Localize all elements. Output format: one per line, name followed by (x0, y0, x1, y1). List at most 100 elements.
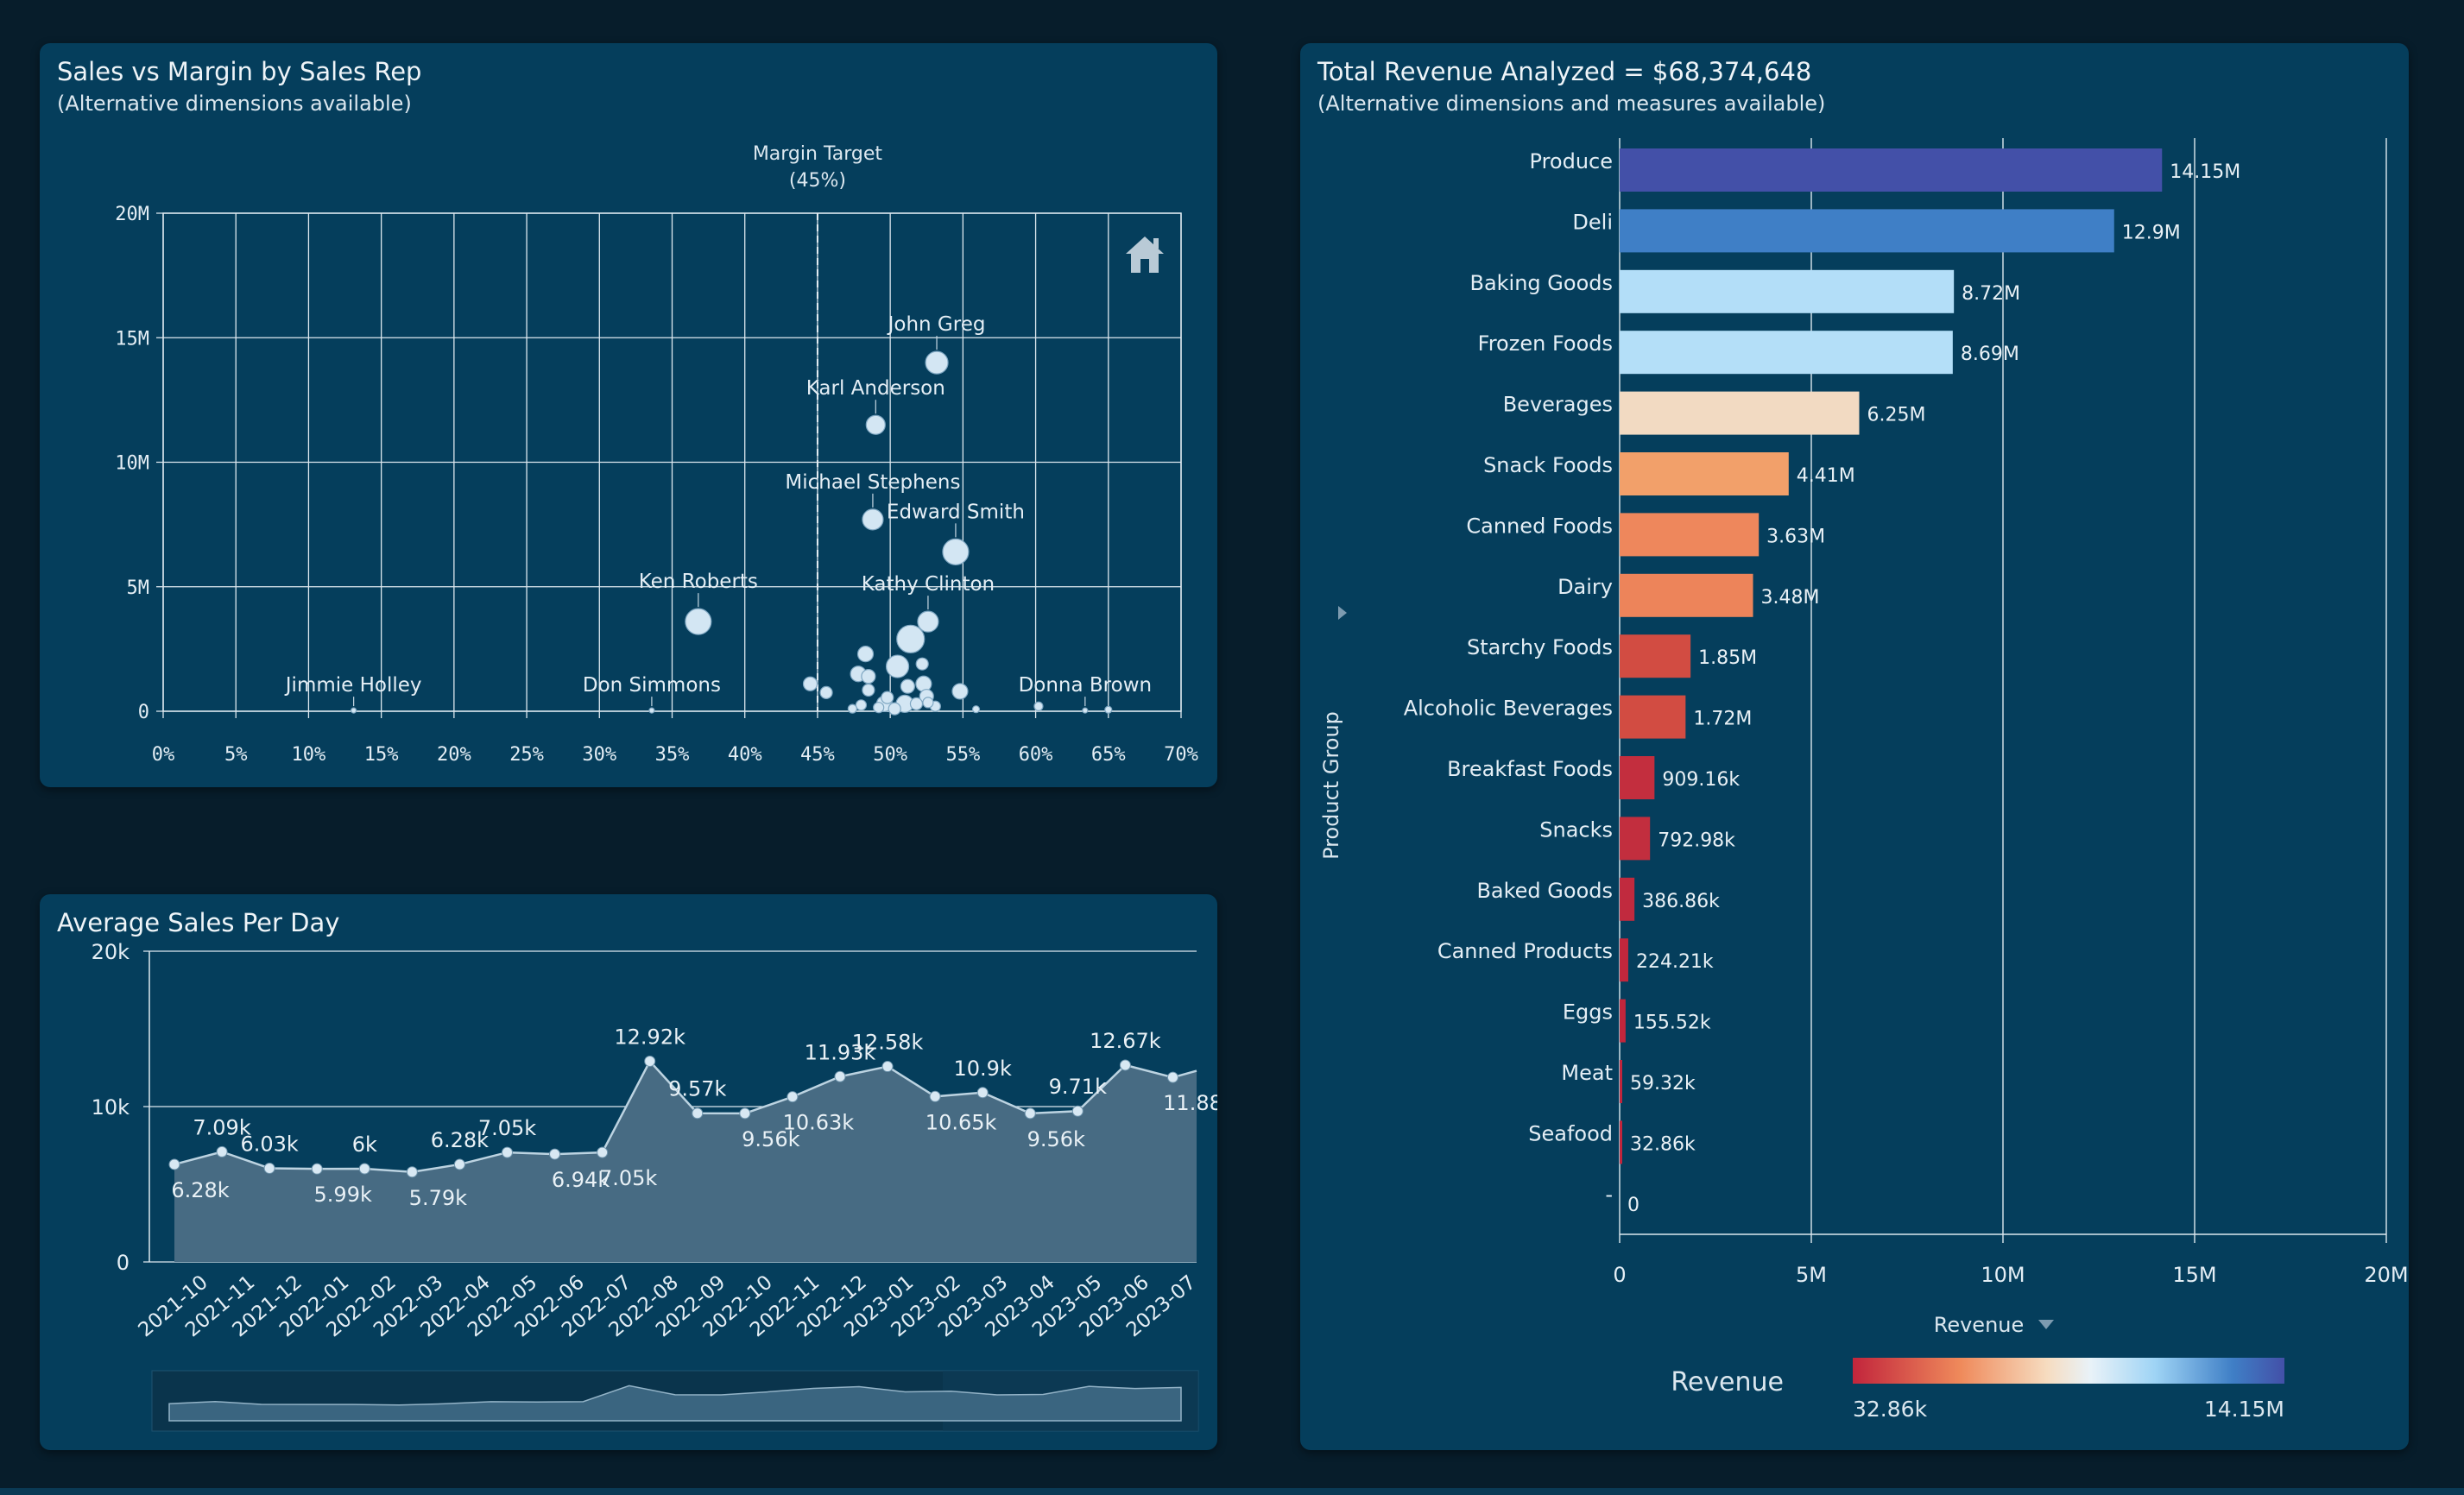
sales-vs-margin-panel: Sales vs Margin by Sales Rep (Alternativ… (40, 43, 1217, 787)
scatter-point[interactable] (862, 508, 884, 531)
bar-x-tick: 20M (2364, 1263, 2408, 1287)
bar[interactable] (1620, 877, 1635, 921)
scatter-point[interactable] (900, 678, 915, 694)
bar[interactable] (1620, 938, 1628, 982)
legend-title: Revenue (1671, 1367, 1784, 1397)
x-axis-dropdown-icon[interactable] (2038, 1320, 2054, 1329)
scatter-point[interactable] (861, 669, 876, 684)
bar[interactable] (1620, 573, 1753, 617)
scatter-point[interactable] (881, 691, 894, 704)
bar[interactable] (1620, 209, 2114, 253)
scatter-point[interactable] (915, 657, 929, 671)
scatter-point[interactable] (925, 350, 949, 375)
scatter-point[interactable] (855, 699, 868, 711)
scatter-x-tick: 0% (152, 744, 175, 766)
bar-chart[interactable]: 0 5M 10M 15M 20M Produce 14.15M Deli 12.9M Bakin… (1300, 43, 2409, 1450)
bar-category-label: Frozen Foods (1478, 331, 1613, 356)
line-point[interactable] (644, 1055, 656, 1067)
scatter-point[interactable] (802, 676, 818, 691)
line-point[interactable] (263, 1162, 275, 1174)
line-point[interactable] (549, 1148, 561, 1160)
bar[interactable] (1620, 452, 1789, 495)
bar[interactable] (1620, 513, 1760, 557)
bar-value-label: 386.86k (1642, 891, 1720, 912)
scatter-point[interactable] (885, 654, 910, 678)
line-point[interactable] (881, 1061, 894, 1073)
line-point[interactable] (216, 1145, 228, 1158)
scatter-point[interactable] (862, 683, 875, 697)
line-point[interactable] (1071, 1105, 1084, 1117)
line-point[interactable] (501, 1146, 513, 1158)
scatter-point[interactable] (685, 608, 712, 635)
scatter-point[interactable] (942, 538, 970, 565)
margin-target-label: Margin Target (753, 143, 883, 165)
bar[interactable] (1620, 148, 2163, 192)
scatter-point[interactable] (888, 702, 901, 716)
scatter-point[interactable] (922, 697, 934, 709)
bar-category-label: Starchy Foods (1467, 635, 1613, 659)
scatter-point[interactable] (1033, 701, 1044, 711)
bar[interactable] (1620, 331, 1953, 375)
bar-category-label: Canned Products (1437, 939, 1613, 963)
y-axis-title[interactable]: Product Group (1319, 711, 1343, 860)
line-point[interactable] (787, 1091, 799, 1103)
line-point[interactable] (692, 1107, 704, 1120)
scatter-point[interactable] (865, 414, 886, 435)
scatter-y-tick: 5M (127, 577, 150, 599)
home-icon[interactable] (1126, 237, 1164, 273)
x-axis-title[interactable]: Revenue (1934, 1313, 2025, 1337)
scatter-chart[interactable]: 0% 5% 10% 15% 20% 25% 30% 35% 40% 45% 50% 55% 60% 65%… (40, 43, 1217, 787)
bar[interactable] (1620, 756, 1655, 799)
bar[interactable] (1620, 817, 1651, 861)
line-point[interactable] (1024, 1107, 1036, 1120)
bar[interactable] (1620, 634, 1691, 678)
line-point[interactable] (453, 1158, 465, 1170)
range-slider[interactable] (151, 1370, 1199, 1432)
scatter-point[interactable] (856, 646, 875, 663)
line-point[interactable] (406, 1166, 418, 1178)
bar-x-tick: 10M (1981, 1263, 2025, 1287)
line-point[interactable] (1166, 1071, 1178, 1083)
scatter-point[interactable] (917, 610, 939, 633)
line-point-label: 9.56k (1027, 1127, 1085, 1151)
bar[interactable] (1620, 1120, 1622, 1164)
bar[interactable] (1620, 269, 1955, 313)
range-slider-preview (168, 1385, 1182, 1422)
scatter-point[interactable] (1082, 707, 1089, 714)
bar[interactable] (1620, 1060, 1622, 1103)
scatter-point[interactable] (971, 705, 981, 714)
scatter-point[interactable] (915, 675, 932, 692)
line-point[interactable] (834, 1070, 846, 1082)
line-point-label: 12.58k (852, 1031, 924, 1055)
scatter-point[interactable] (1104, 705, 1113, 714)
legend-min: 32.86k (1853, 1397, 1928, 1422)
scatter-point[interactable] (847, 703, 857, 714)
line-point[interactable] (739, 1107, 751, 1120)
bar-value-label: 4.41M (1797, 465, 1855, 487)
bar[interactable] (1620, 999, 1626, 1043)
line-point[interactable] (311, 1163, 323, 1175)
scatter-point[interactable] (351, 707, 357, 714)
scatter-x-tick: 30% (582, 744, 616, 766)
scatter-point[interactable] (909, 697, 924, 710)
bar[interactable] (1620, 391, 1860, 435)
line-point[interactable] (976, 1087, 989, 1099)
bar-value-label: 59.32k (1630, 1073, 1696, 1094)
bar-category-label: Eggs (1563, 1000, 1613, 1025)
scatter-point[interactable] (873, 702, 885, 714)
total-revenue-panel: Total Revenue Analyzed = $68,374,648 (Al… (1300, 43, 2409, 1450)
scatter-point[interactable] (896, 624, 926, 653)
scatter-point[interactable] (819, 685, 833, 699)
line-point[interactable] (168, 1158, 180, 1170)
bar[interactable] (1620, 695, 1686, 739)
y-axis-title-group[interactable]: Product Group (1319, 711, 1343, 860)
scatter-x-tick: 45% (800, 744, 835, 766)
line-point[interactable] (597, 1146, 609, 1158)
line-point[interactable] (929, 1090, 941, 1102)
y-axis-expand-icon[interactable] (1338, 606, 1347, 620)
scatter-point[interactable] (951, 683, 969, 700)
scatter-point[interactable] (648, 707, 655, 714)
line-point[interactable] (1119, 1059, 1131, 1071)
line-point[interactable] (358, 1163, 370, 1175)
